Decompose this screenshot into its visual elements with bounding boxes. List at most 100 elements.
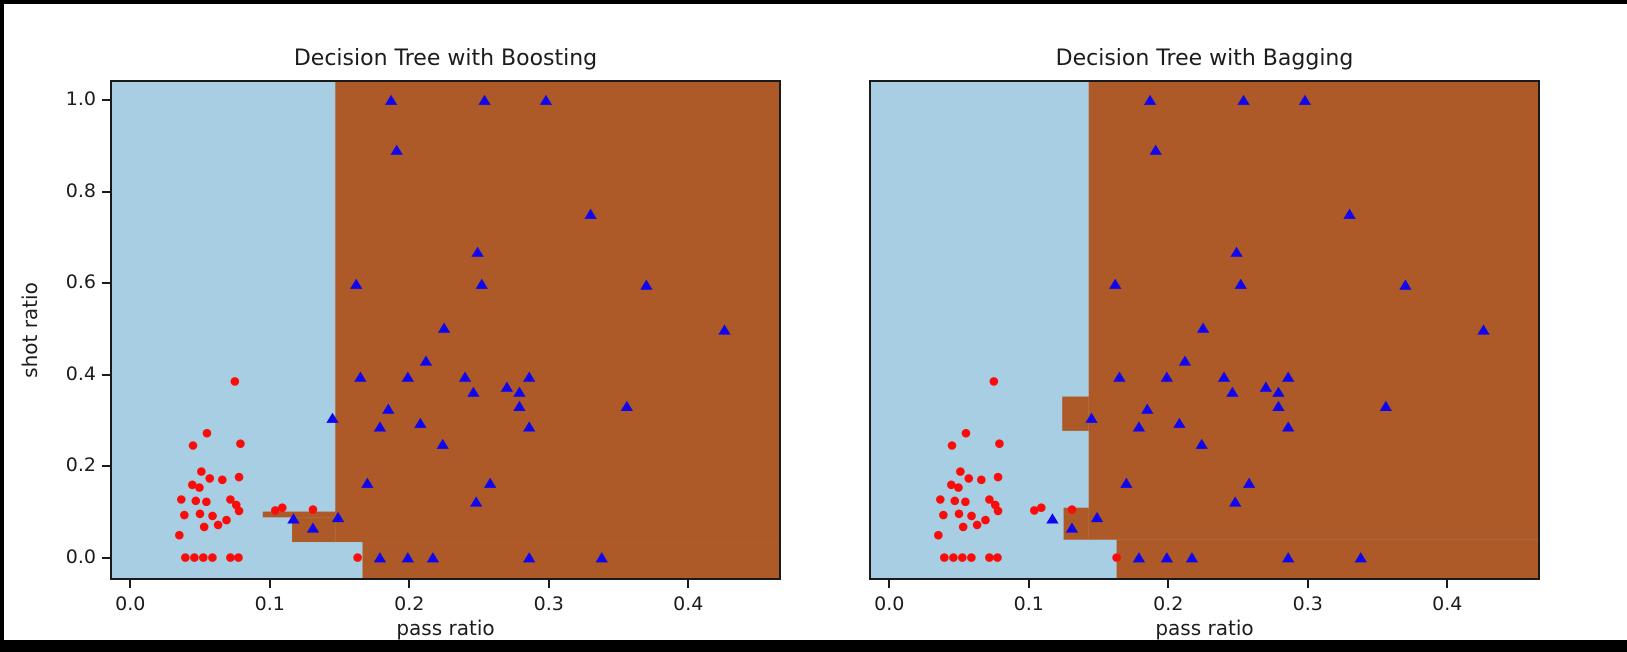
x-tick-label: 0.0 [115, 593, 146, 615]
scatter-point-red-circle [202, 497, 211, 507]
decision-region-blue-class [1062, 396, 1089, 431]
scatter-point-red-circle [195, 483, 204, 492]
x-tick-label: 0.1 [1013, 593, 1044, 615]
scatter-point-red-circle [940, 553, 949, 562]
scatter-point-red-circle [222, 515, 231, 525]
y-tick-label: 0.6 [65, 271, 96, 294]
scatter-point-red-circle [950, 496, 960, 506]
scatter-point-blue-triangle [1132, 421, 1146, 432]
scatter-point-blue-triangle [426, 552, 440, 563]
scatter-point-blue-triangle [1149, 144, 1162, 155]
scatter-point-blue-triangle [354, 371, 367, 382]
scatter-point-red-circle [195, 509, 205, 519]
scatter-point-red-circle [985, 553, 994, 562]
scatter-point-red-circle [985, 495, 994, 504]
scatter-point-red-circle [949, 553, 958, 562]
decision-region-blue-class [1063, 507, 1089, 540]
scatter-point-red-circle [226, 553, 235, 562]
x-tick-label: 0.4 [673, 593, 704, 615]
scatter-point-red-circle [993, 506, 1003, 516]
x-tick-label: 0.3 [533, 593, 564, 615]
scatter-point-blue-triangle [1046, 513, 1059, 524]
scatter-point-blue-triangle [1217, 371, 1231, 382]
scatter-point-red-circle [947, 480, 956, 490]
scatter-point-blue-triangle [419, 355, 433, 366]
scatter-point-blue-triangle [401, 552, 415, 563]
scatter-point-blue-triangle [1379, 400, 1393, 411]
scatter-point-red-circle [956, 467, 965, 476]
scatter-point-red-circle [199, 522, 209, 532]
scatter-point-red-circle [989, 377, 999, 386]
scatter-point-blue-triangle [513, 400, 526, 411]
scatter-point-blue-triangle [584, 208, 597, 219]
scatter-point-blue-triangle [500, 381, 514, 392]
scatter-point-blue-triangle [620, 400, 634, 411]
scatter-point-blue-triangle [382, 403, 395, 414]
x-axis-label-bagging: pass ratio [1155, 616, 1254, 640]
decision-region-blue-class [335, 80, 781, 543]
scatter-point-red-circle [954, 509, 964, 519]
scatter-point-red-circle [197, 467, 206, 476]
scatter-point-blue-triangle [595, 552, 608, 563]
scatter-point-blue-triangle [384, 94, 398, 105]
y-tick-label: 0.2 [65, 454, 96, 477]
x-tick-label: 0.3 [1292, 593, 1323, 615]
scatter-point-red-circle [199, 553, 208, 562]
y-tick-label: 1.0 [65, 88, 96, 111]
scatter-point-blue-triangle [1272, 386, 1285, 397]
scatter-point-red-circle [213, 520, 223, 530]
scatter-point-red-circle [190, 553, 199, 562]
y-tick-mark [102, 190, 110, 193]
scatter-point-red-circle [234, 506, 244, 516]
scatter-point-blue-triangle [467, 386, 480, 397]
scatter-point-blue-triangle [1195, 438, 1208, 449]
decision-region-blue-class [1088, 80, 1540, 540]
scatter-point-blue-triangle [1120, 477, 1133, 488]
scatter-point-red-circle [191, 496, 201, 506]
scatter-point-blue-triangle [373, 552, 387, 563]
scatter-point-blue-triangle [471, 246, 484, 257]
x-tick-mark [547, 580, 550, 588]
plot-title-bagging: Decision Tree with Bagging [1055, 46, 1354, 71]
scatter-point-red-circle [967, 511, 976, 521]
scatter-point-red-circle [995, 439, 1004, 448]
scatter-point-blue-triangle [361, 477, 374, 488]
scatter-point-red-circle [202, 428, 212, 438]
x-tick-mark [268, 580, 271, 588]
y-tick-mark [102, 373, 110, 376]
scatter-point-red-circle [188, 480, 197, 490]
scatter-point-red-circle [981, 515, 990, 525]
scatter-point-blue-triangle [1178, 355, 1192, 366]
scatter-point-blue-triangle [1298, 94, 1312, 105]
x-tick-label: 0.2 [394, 593, 425, 615]
x-tick-label: 0.4 [1432, 593, 1463, 615]
scatter-point-red-circle [947, 441, 957, 450]
scatter-point-red-circle [976, 475, 986, 485]
y-tick-label: 0.0 [65, 545, 96, 568]
scatter-point-blue-triangle [390, 144, 403, 155]
scatter-point-blue-triangle [350, 278, 363, 289]
x-tick-label: 0.1 [254, 593, 285, 615]
x-tick-mark [888, 580, 891, 588]
scatter-point-blue-triangle [1185, 552, 1199, 563]
scatter-point-blue-triangle [373, 421, 387, 432]
scatter-point-blue-triangle [1272, 400, 1285, 411]
plot-title-boosting: Decision Tree with Boosting [293, 46, 598, 71]
scatter-point-red-circle [958, 522, 968, 532]
scatter-point-red-circle [226, 495, 235, 504]
scatter-point-red-circle [961, 497, 970, 507]
scatter-point-red-circle [208, 511, 217, 521]
scatter-point-blue-triangle [1196, 322, 1210, 333]
scatter-point-blue-triangle [437, 322, 451, 333]
scatter-point-blue-triangle [458, 371, 472, 382]
scatter-point-blue-triangle [483, 477, 497, 488]
x-tick-mark [1446, 580, 1449, 588]
y-tick-label: 0.4 [65, 362, 96, 385]
scatter-point-red-circle [964, 474, 974, 483]
scatter-point-blue-triangle [1282, 371, 1295, 382]
y-tick-mark [102, 99, 110, 102]
scatter-point-red-circle [1112, 553, 1121, 562]
scatter-point-blue-triangle [414, 417, 427, 428]
x-tick-label: 0.0 [874, 593, 905, 615]
x-tick-mark [687, 580, 690, 588]
